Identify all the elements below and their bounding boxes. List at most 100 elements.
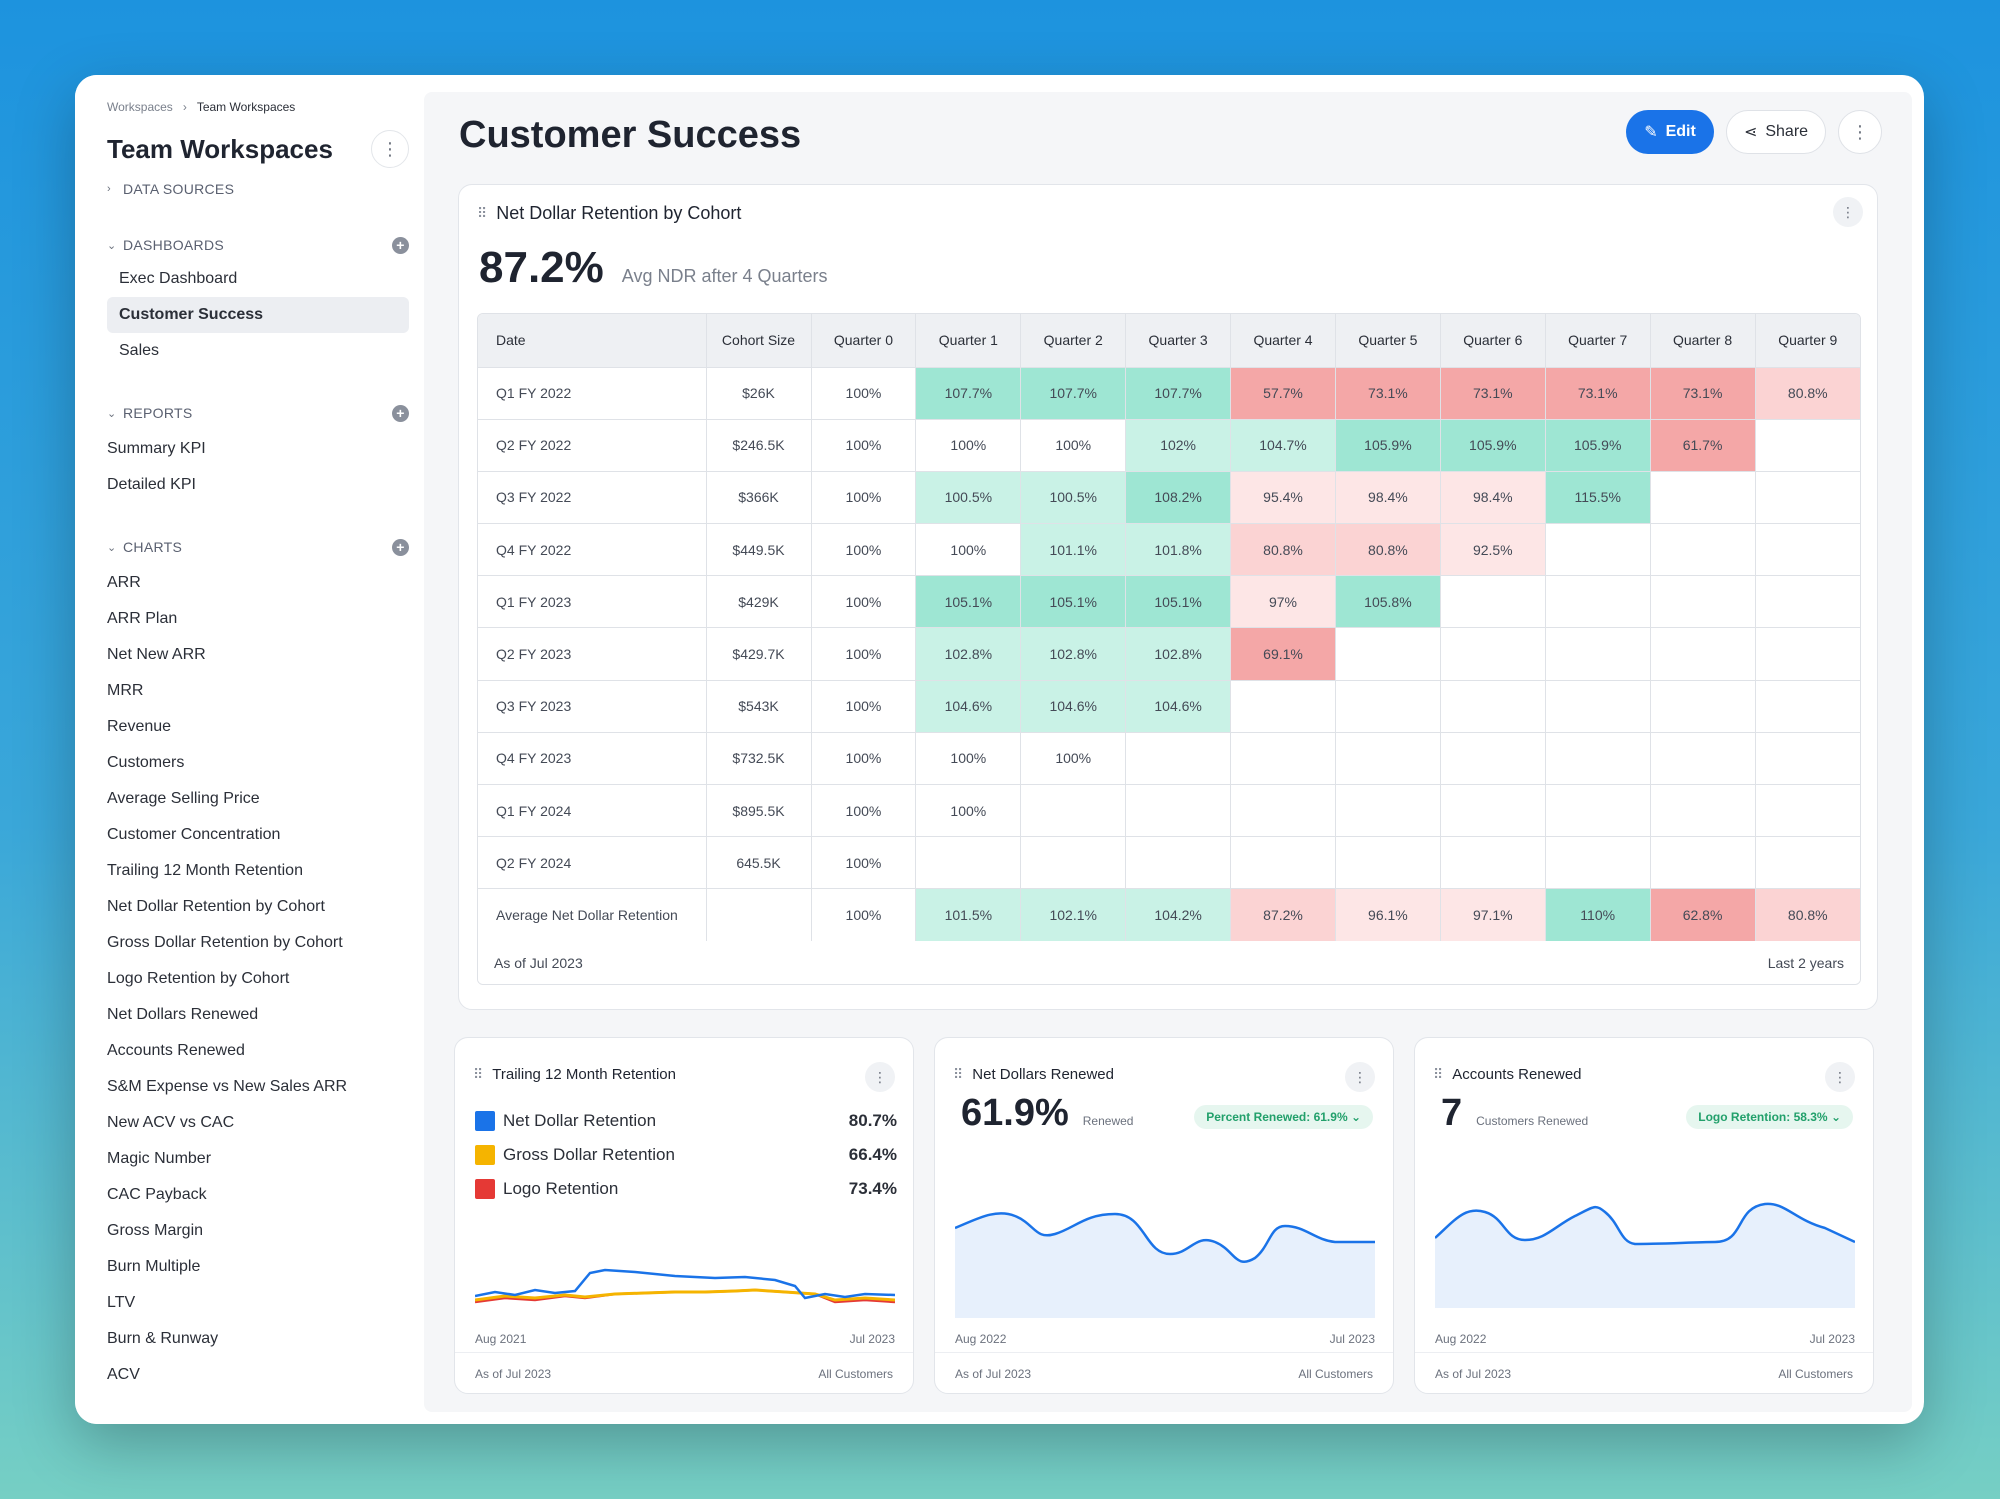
column-header[interactable]: Quarter 7	[1545, 314, 1651, 368]
sidebar-item-net-dollar-retention-by-cohort[interactable]: Net Dollar Retention by Cohort	[107, 898, 325, 915]
sidebar-item-mrr[interactable]: MRR	[107, 682, 144, 699]
sidebar-item-logo-retention-by-cohort[interactable]: Logo Retention by Cohort	[107, 970, 290, 987]
legend-item[interactable]: Gross Dollar Retention 66.4%	[475, 1138, 897, 1172]
retention-cell	[1230, 680, 1336, 733]
legend-item[interactable]: Net Dollar Retention 80.7%	[475, 1104, 897, 1138]
sidebar-item-summary-kpi[interactable]: Summary KPI	[107, 440, 206, 457]
sidebar-item-new-acv-vs-cac[interactable]: New ACV vs CAC	[107, 1114, 235, 1131]
sidebar-item-sales[interactable]: Sales	[119, 342, 160, 359]
retention-cell: 105.9%	[1545, 419, 1651, 472]
legend-item[interactable]: Logo Retention 73.4%	[475, 1172, 897, 1206]
trailing-retention-card: ⠿ Trailing 12 Month Retention ⋮ Net Doll…	[454, 1037, 914, 1394]
retention-cell: 100.5%	[1020, 471, 1127, 525]
retention-cell: 104.7%	[1230, 419, 1336, 472]
column-header[interactable]: Quarter 3	[1125, 314, 1232, 368]
column-header[interactable]: Quarter 1	[915, 314, 1022, 368]
section-dashboards[interactable]: ⌄ DASHBOARDS +	[107, 235, 409, 255]
sidebar-item-net-dollars-renewed[interactable]: Net Dollars Renewed	[107, 1006, 259, 1023]
cohort-card: ⠿ Net Dollar Retention by Cohort ⋮ 87.2%…	[458, 184, 1878, 1010]
drag-handle-icon[interactable]: ⠿	[1433, 1066, 1443, 1082]
sidebar-item-accounts-renewed[interactable]: Accounts Renewed	[107, 1042, 245, 1059]
drag-handle-icon[interactable]: ⠿	[473, 1066, 483, 1082]
sidebar-item-acv[interactable]: ACV	[107, 1366, 140, 1383]
breadcrumb-separator-icon: ›	[182, 100, 187, 114]
add-chart-button[interactable]: +	[392, 538, 409, 556]
sidebar-item-magic-number[interactable]: Magic Number	[107, 1150, 212, 1167]
retention-cell: 101.1%	[1020, 523, 1127, 577]
share-button[interactable]: ⋖ Share	[1726, 110, 1826, 154]
column-header[interactable]: Cohort Size	[706, 314, 812, 368]
workspace-menu-button[interactable]: ⋮	[371, 130, 409, 168]
sidebar-item-detailed-kpi[interactable]: Detailed KPI	[107, 476, 196, 493]
section-charts[interactable]: ⌄ CHARTS +	[107, 537, 409, 557]
column-header[interactable]: Quarter 9	[1755, 314, 1860, 368]
retention-cell	[1755, 836, 1860, 890]
kebab-icon: ⋮	[1353, 1068, 1367, 1085]
retention-cell	[1440, 627, 1546, 681]
column-header[interactable]: Quarter 4	[1230, 314, 1336, 368]
sidebar-item-customers[interactable]: Customers	[107, 754, 185, 771]
scope-label[interactable]: All Customers	[818, 1366, 893, 1381]
retention-cell	[1650, 627, 1756, 681]
section-label: CHARTS	[123, 539, 183, 555]
retention-cell: 97%	[1230, 575, 1336, 629]
column-header[interactable]: Date	[478, 314, 707, 368]
add-dashboard-button[interactable]: +	[392, 236, 409, 254]
retention-cell: 80.8%	[1230, 523, 1336, 577]
column-header[interactable]: Quarter 6	[1440, 314, 1546, 368]
breadcrumb-workspaces[interactable]: Workspaces	[107, 100, 173, 114]
card-menu-button[interactable]: ⋮	[1825, 1062, 1855, 1092]
card-menu-button[interactable]: ⋮	[1345, 1062, 1375, 1092]
sidebar-item-trailing-12-month-retention[interactable]: Trailing 12 Month Retention	[107, 862, 303, 879]
sidebar-item-ltv[interactable]: LTV	[107, 1294, 136, 1311]
sidebar-item-customer-concentration[interactable]: Customer Concentration	[107, 826, 281, 843]
sidebar-item-cac-payback[interactable]: CAC Payback	[107, 1186, 207, 1203]
sidebar-item-gross-margin[interactable]: Gross Margin	[107, 1222, 204, 1239]
section-reports[interactable]: ⌄ REPORTS +	[107, 403, 409, 423]
drag-handle-icon[interactable]: ⠿	[953, 1066, 963, 1082]
cohort-card-header: ⠿ Net Dollar Retention by Cohort	[477, 203, 741, 224]
cohort-card-menu-button[interactable]: ⋮	[1833, 197, 1863, 227]
sidebar-item-average-selling-price[interactable]: Average Selling Price	[107, 790, 260, 807]
column-header[interactable]: Quarter 8	[1650, 314, 1756, 368]
sidebar-item-gross-dollar-retention-by-cohort[interactable]: Gross Dollar Retention by Cohort	[107, 934, 343, 951]
drag-handle-icon[interactable]: ⠿	[477, 205, 487, 221]
scope-label[interactable]: All Customers	[1778, 1366, 1853, 1381]
retention-cell: 105.1%	[915, 575, 1022, 629]
section-label: REPORTS	[123, 405, 193, 421]
retention-cell	[1650, 680, 1756, 733]
logo-retention-dropdown[interactable]: Logo Retention: 58.3% ⌄	[1686, 1105, 1853, 1129]
range-label[interactable]: Last 2 years	[1767, 954, 1844, 971]
sidebar-item-burn-multiple[interactable]: Burn Multiple	[107, 1258, 201, 1275]
percent-renewed-dropdown[interactable]: Percent Renewed: 61.9% ⌄	[1194, 1105, 1373, 1129]
column-header[interactable]: Quarter 0	[811, 314, 917, 368]
retention-cell: 61.7%	[1650, 419, 1756, 472]
retention-cell	[1440, 732, 1546, 786]
add-report-button[interactable]: +	[392, 404, 409, 422]
sidebar-item-burn-runway[interactable]: Burn & Runway	[107, 1330, 219, 1347]
sidebar-item-exec-dashboard[interactable]: Exec Dashboard	[119, 270, 238, 287]
sidebar-item-net-new-arr[interactable]: Net New ARR	[107, 646, 206, 663]
sidebar-item-revenue[interactable]: Revenue	[107, 718, 172, 735]
edit-button[interactable]: ✎ Edit	[1626, 110, 1714, 154]
sidebar-item-arr-plan[interactable]: ARR Plan	[107, 610, 178, 627]
retention-cell	[1440, 680, 1546, 733]
gross-retention-line	[475, 1288, 895, 1302]
table-row: Q3 FY 2023 $543K 100% 104.6% 104.6% 104.6%	[478, 680, 1860, 733]
report-list: Summary KPI Detailed KPI	[107, 431, 409, 503]
more-options-button[interactable]: ⋮	[1838, 110, 1882, 154]
sidebar-item-s-m-expense-vs-new-sales-arr[interactable]: S&M Expense vs New Sales ARR	[107, 1078, 348, 1095]
column-header[interactable]: Quarter 2	[1020, 314, 1127, 368]
scope-label[interactable]: All Customers	[1298, 1366, 1373, 1381]
sidebar-item-arr[interactable]: ARR	[107, 574, 141, 591]
card-menu-button[interactable]: ⋮	[865, 1062, 895, 1092]
net-dollars-renewed-card: ⠿ Net Dollars Renewed ⋮ 61.9% Renewed Pe…	[934, 1037, 1394, 1394]
retention-cell	[1650, 784, 1756, 838]
x-axis-start: Aug 2022	[955, 1332, 1007, 1346]
sidebar-item-customer-success[interactable]: Customer Success	[107, 297, 409, 333]
retention-cell	[1125, 732, 1232, 786]
column-header[interactable]: Quarter 5	[1335, 314, 1441, 368]
retention-cell	[1545, 836, 1651, 890]
section-data-sources[interactable]: › DATA SOURCES	[107, 179, 409, 199]
retention-cell: 96.1%	[1335, 888, 1441, 942]
